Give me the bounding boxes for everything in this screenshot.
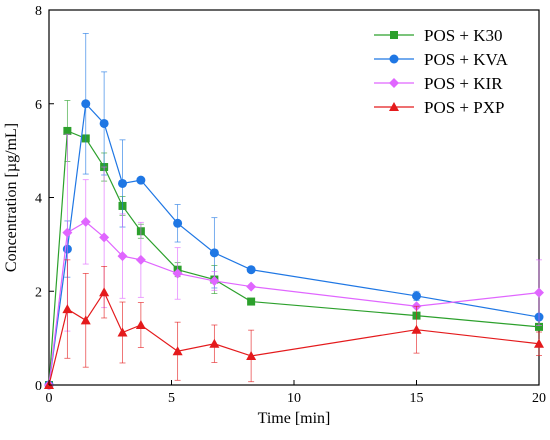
data-point xyxy=(534,338,544,348)
legend-item: POS + KIR xyxy=(374,74,503,93)
data-point xyxy=(209,248,219,258)
data-point xyxy=(118,178,127,188)
data-point xyxy=(63,126,72,135)
series-layer xyxy=(44,33,544,390)
data-point xyxy=(209,275,220,286)
y-tick-label: 2 xyxy=(35,285,42,300)
series-4 xyxy=(44,259,544,389)
x-tick-label: 5 xyxy=(168,391,175,406)
x-tick-label: 15 xyxy=(410,391,424,406)
data-point xyxy=(172,268,183,279)
data-point xyxy=(246,350,257,360)
y-axis-ticks: 0 2 4 6 8 xyxy=(35,4,54,394)
series-3 xyxy=(44,133,544,390)
data-point xyxy=(80,315,91,325)
data-point xyxy=(117,251,128,262)
plot-area: 0 5 10 15 20 0 2 4 6 8 xyxy=(35,4,546,406)
data-point xyxy=(246,265,256,275)
legend-marker xyxy=(389,54,399,64)
x-tick-label: 20 xyxy=(532,391,546,406)
x-axis-title: Time [min] xyxy=(258,410,331,427)
legend-label: POS + K30 xyxy=(424,26,503,45)
legend: POS + K30 POS + KVA POS + KIR POS + PXP xyxy=(374,26,509,117)
legend-label: POS + KVA xyxy=(424,50,509,69)
legend-item: POS + KVA xyxy=(374,50,509,69)
data-point xyxy=(535,322,543,331)
data-point xyxy=(62,304,73,314)
data-point xyxy=(99,287,110,297)
x-tick-label: 10 xyxy=(287,391,301,406)
data-point xyxy=(117,327,128,337)
data-point xyxy=(246,281,257,292)
x-tick-label: 0 xyxy=(46,391,53,406)
data-point xyxy=(99,232,110,243)
data-point xyxy=(209,338,220,348)
legend-label: POS + KIR xyxy=(424,74,503,93)
data-point xyxy=(411,324,422,334)
legend-item: POS + K30 xyxy=(374,26,503,45)
data-point xyxy=(247,297,256,306)
data-point xyxy=(62,227,73,238)
y-tick-label: 8 xyxy=(35,4,42,19)
legend-marker xyxy=(390,31,398,39)
legend-marker xyxy=(389,78,399,88)
legend-marker xyxy=(389,102,399,111)
y-tick-label: 6 xyxy=(35,98,42,113)
data-point xyxy=(173,218,183,228)
y-tick-label: 4 xyxy=(35,192,42,207)
data-point xyxy=(81,99,91,109)
data-point xyxy=(136,175,146,185)
data-point xyxy=(80,216,91,227)
data-point xyxy=(99,118,109,128)
legend-item: POS + PXP xyxy=(374,98,504,117)
data-point xyxy=(135,320,146,329)
data-point xyxy=(534,287,544,298)
y-axis-title: Concentration [µg/mL] xyxy=(3,123,20,272)
data-point xyxy=(172,346,183,356)
y-tick-label: 0 xyxy=(35,379,42,394)
data-point xyxy=(412,291,421,301)
series-1 xyxy=(45,100,543,389)
legend-label: POS + PXP xyxy=(424,98,504,117)
x-axis-ticks: 0 5 10 15 20 xyxy=(46,380,546,406)
data-point xyxy=(135,254,146,265)
